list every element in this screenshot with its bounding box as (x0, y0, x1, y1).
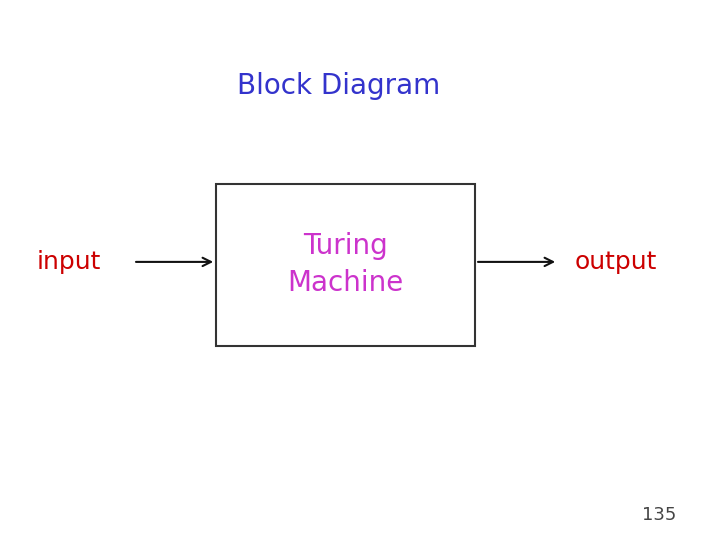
Bar (216, 184, 475, 346)
Text: Turing
Machine: Turing Machine (287, 232, 404, 297)
Text: Block Diagram: Block Diagram (237, 72, 440, 100)
Text: output: output (575, 250, 657, 274)
Text: 135: 135 (642, 506, 677, 524)
Text: input: input (36, 250, 101, 274)
